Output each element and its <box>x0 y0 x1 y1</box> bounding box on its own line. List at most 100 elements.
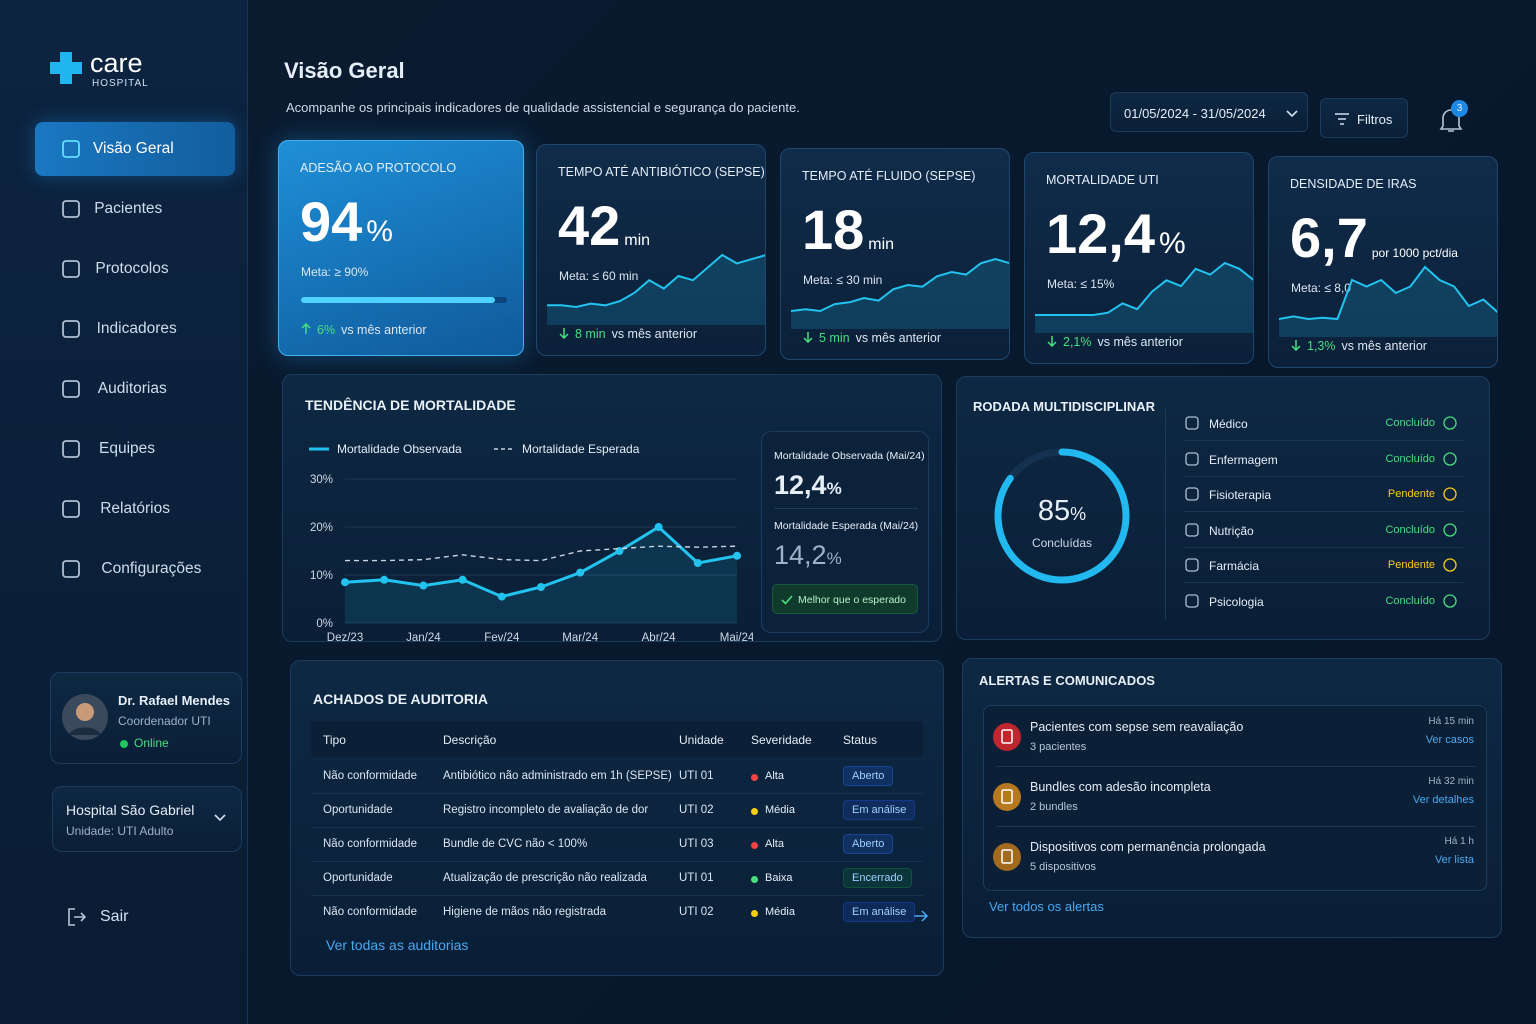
change-text: vs mês anterior <box>1341 339 1427 353</box>
filter-icon <box>1335 113 1349 125</box>
alerts-link[interactable]: Ver todos os alertas <box>989 899 1104 914</box>
nav-item[interactable]: Auditorias <box>35 362 235 416</box>
brand-sub: HOSPITAL <box>92 78 149 89</box>
nav-item[interactable]: Configurações <box>35 542 235 596</box>
legend-label: Mortalidade Observada <box>337 442 462 456</box>
y-tick-label: 20% <box>310 522 333 534</box>
kpi-number: 94 <box>300 190 363 253</box>
severity: Baixa <box>765 872 793 884</box>
change-value: 5 min <box>819 331 850 345</box>
column-header: Status <box>843 733 878 747</box>
point <box>497 592 506 601</box>
arrow-icon[interactable] <box>913 909 929 923</box>
alert-icon <box>993 843 1021 871</box>
rounds-panel: RODADA MULTIDISCIPLINAR 85% Concluídas M… <box>956 376 1490 640</box>
kpi-number: 12,4 <box>1046 202 1155 265</box>
spark-line <box>1279 265 1497 321</box>
alert-action[interactable]: Ver casos <box>1425 734 1474 746</box>
status-badge: Aberto <box>843 834 894 854</box>
logout-icon <box>68 908 87 926</box>
kpi-change: 5 min vs mês anterior <box>803 331 941 345</box>
kpi-value: 94% <box>300 189 393 254</box>
icon-shape <box>62 140 80 158</box>
change-text: vs mês anterior <box>1097 335 1183 349</box>
nav-label: Equipes <box>99 440 156 457</box>
logout[interactable]: Sair <box>100 908 129 925</box>
status-ring <box>1443 416 1457 430</box>
avatar <box>62 694 108 740</box>
kpi-target: Meta: ≤ 15% <box>1047 277 1115 291</box>
line <box>345 545 738 562</box>
icon-shape <box>1185 558 1199 572</box>
audit-link[interactable]: Ver todas as auditorias <box>326 937 469 953</box>
x-tick-label: Dez/23 <box>327 632 363 643</box>
status-ring <box>1443 593 1457 608</box>
spark-line <box>1035 261 1253 316</box>
icon-shape <box>62 560 80 578</box>
round-item: Fisioterapia Pendente <box>1183 478 1463 512</box>
x-tick-label: Fev/24 <box>484 632 520 643</box>
hospital-select[interactable]: Hospital São Gabriel Unidade: UTI Adulto <box>52 786 242 852</box>
cell: Antibiótico não administrado em 1h (SEPS… <box>443 770 672 782</box>
alert-title: Bundles com adesão incompleta <box>1030 780 1211 794</box>
chevron <box>1286 110 1298 118</box>
status-badge: Encerrado <box>843 868 912 888</box>
point <box>654 523 663 531</box>
nav-item[interactable]: Relatórios <box>35 482 235 536</box>
kpi-target: Meta: ≤ 8,0 <box>1291 281 1351 295</box>
x-tick-label: Mar/24 <box>562 632 598 643</box>
kpi-label: TEMPO ATÉ ANTIBIÓTICO (SEPSE) <box>558 165 765 179</box>
y-tick-label: 30% <box>310 474 333 486</box>
status-ring <box>1443 558 1457 572</box>
kpi-unit: min <box>868 236 895 253</box>
status-icon <box>1443 593 1457 608</box>
arrow <box>1291 340 1301 352</box>
x-tick-label: Mai/24 <box>720 632 753 643</box>
alerts-panel: ALERTAS E COMUNICADOS Ver todos os alert… <box>962 658 1502 938</box>
alert-title: Dispositivos com permanência prolongada <box>1030 840 1266 854</box>
kpi-unit: min <box>624 232 651 249</box>
nav-item[interactable]: Pacientes <box>35 182 235 236</box>
brand-name: care <box>90 48 143 78</box>
alert-icon <box>993 783 1021 811</box>
role-status: Concluído <box>1385 594 1435 607</box>
kpi-value: 18 min <box>802 197 894 262</box>
icon-shape <box>1185 522 1199 537</box>
role-name: Farmácia <box>1209 559 1260 573</box>
point <box>341 578 349 587</box>
alert-title: Pacientes com sepse sem reavaliação <box>1030 720 1244 734</box>
cell: Atualização de prescrição não realizada <box>443 872 647 884</box>
nav-icon <box>62 440 80 458</box>
severity-dot <box>751 910 758 917</box>
spark-line <box>791 257 1009 313</box>
alert-action[interactable]: Ver lista <box>1434 854 1474 866</box>
filters-button[interactable]: Filtros <box>1320 98 1408 138</box>
mortality-chart: Mortalidade Observada Mortalidade Esperad… <box>309 442 753 643</box>
nav-icon <box>62 140 80 158</box>
nav-item[interactable]: Indicadores <box>35 302 235 356</box>
status-ring <box>1443 451 1457 466</box>
divider <box>1165 409 1166 619</box>
cell: Oportunidade <box>323 872 393 884</box>
date-range[interactable]: 01/05/2024 - 31/05/2024 <box>1110 92 1308 132</box>
icon-shape <box>1185 416 1199 430</box>
alert-action[interactable]: Ver detalhes <box>1412 794 1474 806</box>
trend-arrow <box>301 322 311 334</box>
nav-item[interactable]: Visão Geral <box>35 122 235 176</box>
kpi-card: TEMPO ATÉ FLUIDO (SEPSE) 18 min Meta: ≤ 30 … <box>780 148 1010 360</box>
kpi-target: Meta: ≥ 90% <box>301 265 369 279</box>
nav-item[interactable]: Protocolos <box>35 242 235 296</box>
status-dot <box>120 740 128 748</box>
icon-shape <box>62 260 80 278</box>
role-status: Pendente <box>1387 559 1435 571</box>
severity: Média <box>765 804 795 816</box>
nav-item[interactable]: Equipes <box>35 422 235 476</box>
icon-shape <box>62 200 80 218</box>
arrow <box>301 322 311 334</box>
icon-shape <box>62 440 80 458</box>
nav-icon <box>62 200 80 218</box>
nav-label: Configurações <box>101 560 202 577</box>
kpi-number: 6,7 <box>1290 206 1368 269</box>
kpi-number: 18 <box>802 198 865 261</box>
